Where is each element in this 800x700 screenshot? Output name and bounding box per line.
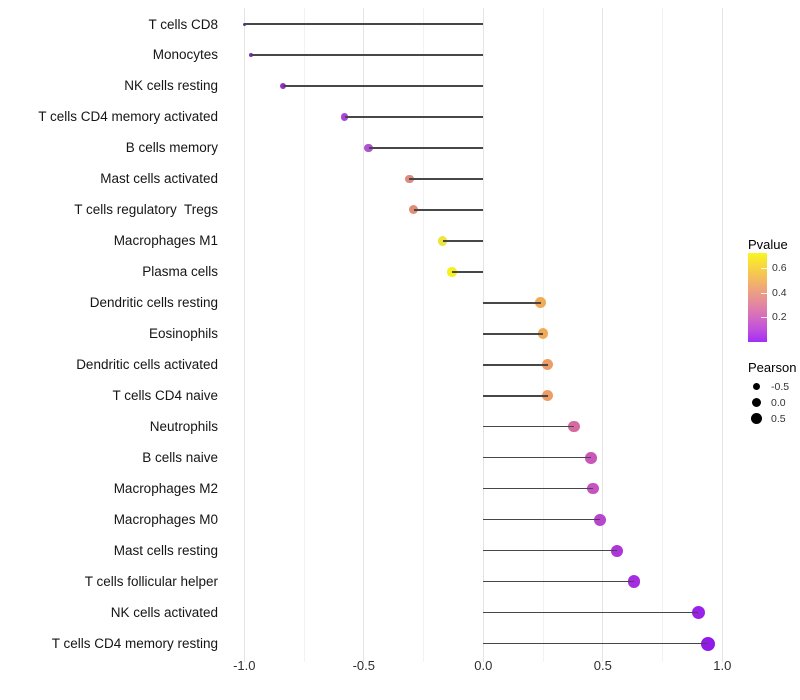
lollipop-stem bbox=[244, 23, 484, 25]
pvalue-tick-mark bbox=[761, 293, 767, 295]
x-axis-tick-label: -0.5 bbox=[352, 658, 375, 673]
y-axis-label: T cells follicular helper bbox=[84, 574, 218, 590]
lollipop-stem bbox=[483, 364, 548, 366]
pearson-legend-dot bbox=[751, 413, 763, 424]
y-axis-label: T cells CD4 memory activated bbox=[38, 109, 218, 125]
pvalue-legend-title: Pvalue bbox=[748, 237, 788, 252]
pvalue-gradient-bar bbox=[748, 253, 767, 342]
lollipop-stem bbox=[483, 549, 618, 552]
lollipop-dot bbox=[404, 174, 414, 184]
lollipop-stem bbox=[368, 147, 484, 149]
y-axis-label: B cells memory bbox=[125, 140, 218, 156]
lollipop-dot bbox=[610, 544, 624, 557]
gridline-major bbox=[482, 8, 484, 662]
y-axis-label: Neutrophils bbox=[149, 419, 218, 435]
gridline-major bbox=[721, 8, 723, 662]
lollipop-stem bbox=[442, 240, 484, 242]
x-axis-tick-label: 0.0 bbox=[474, 658, 493, 673]
x-axis-tick-label: -1.0 bbox=[233, 658, 256, 673]
lollipop-stem bbox=[344, 116, 484, 118]
pearson-legend-dot bbox=[752, 382, 761, 391]
y-axis-label: Monocytes bbox=[152, 47, 218, 63]
y-axis-label: Macrophages M0 bbox=[113, 512, 218, 528]
y-axis-label: Macrophages M2 bbox=[113, 481, 218, 497]
lollipop-stem bbox=[483, 642, 708, 645]
lollipop-dot bbox=[700, 636, 715, 651]
y-axis-label: B cells naive bbox=[142, 450, 218, 466]
lollipop-stem bbox=[483, 580, 634, 583]
gridline-minor bbox=[423, 8, 425, 662]
lollipop-dot bbox=[627, 575, 641, 588]
lollipop-stem bbox=[483, 302, 541, 304]
y-axis-label: T cells regulatory Tregs bbox=[74, 202, 218, 218]
y-axis-label: Eosinophils bbox=[148, 326, 218, 342]
pearson-legend-dot bbox=[751, 397, 762, 408]
lollipop-stem bbox=[409, 178, 484, 180]
lollipop-stem bbox=[483, 518, 601, 521]
y-axis-label: Dendritic cells resting bbox=[89, 295, 218, 311]
y-axis-label: Mast cells activated bbox=[100, 171, 218, 187]
lollipop-dot bbox=[542, 359, 554, 371]
x-axis-tick-label: 1.0 bbox=[713, 658, 732, 673]
lollipop-stem bbox=[452, 271, 484, 273]
gridline-major bbox=[363, 8, 365, 662]
lollipop-stem bbox=[483, 395, 548, 397]
lollipop-dot bbox=[587, 482, 600, 495]
pvalue-tick-mark bbox=[761, 268, 767, 270]
y-axis-label: NK cells resting bbox=[124, 78, 218, 94]
gridline-minor bbox=[662, 8, 664, 662]
lollipop-stem bbox=[483, 456, 591, 459]
lollipop-stem bbox=[282, 85, 484, 87]
pvalue-tick-mark bbox=[761, 317, 767, 319]
lollipop-stem bbox=[483, 425, 575, 428]
pearson-legend-label: -0.5 bbox=[771, 380, 790, 393]
pvalue-tick-label: 0.2 bbox=[772, 311, 787, 324]
pvalue-tick-label: 0.6 bbox=[772, 262, 787, 275]
lollipop-stem bbox=[483, 611, 699, 614]
y-axis-label: Plasma cells bbox=[142, 264, 218, 280]
pvalue-tick-label: 0.4 bbox=[772, 287, 787, 300]
lollipop-dot bbox=[542, 390, 554, 402]
pearson-legend-label: 0.0 bbox=[771, 396, 786, 409]
y-axis-label: T cells CD8 bbox=[148, 16, 218, 32]
lollipop-stem bbox=[413, 209, 484, 211]
y-axis-label: NK cells activated bbox=[110, 605, 218, 621]
y-axis-label: Mast cells resting bbox=[113, 543, 218, 559]
gridline-minor bbox=[303, 8, 305, 662]
lollipop-dot bbox=[585, 451, 597, 464]
gridline-major bbox=[243, 8, 245, 662]
lollipop-stem bbox=[483, 333, 544, 335]
gridline-major bbox=[602, 8, 604, 662]
pearson-legend-label: 0.5 bbox=[771, 412, 786, 425]
y-axis-label: T cells CD4 naive bbox=[112, 388, 218, 404]
y-axis-label: T cells CD4 memory resting bbox=[51, 636, 218, 652]
lollipop-stem bbox=[483, 487, 594, 490]
pearson-legend-title: Pearson bbox=[748, 360, 797, 375]
lollipop-dot bbox=[364, 143, 373, 152]
lollipop-stem bbox=[251, 54, 484, 56]
y-axis-label: Dendritic cells activated bbox=[76, 357, 218, 373]
y-axis-label: Macrophages M1 bbox=[113, 233, 218, 249]
x-axis-tick-label: 0.5 bbox=[593, 658, 612, 673]
